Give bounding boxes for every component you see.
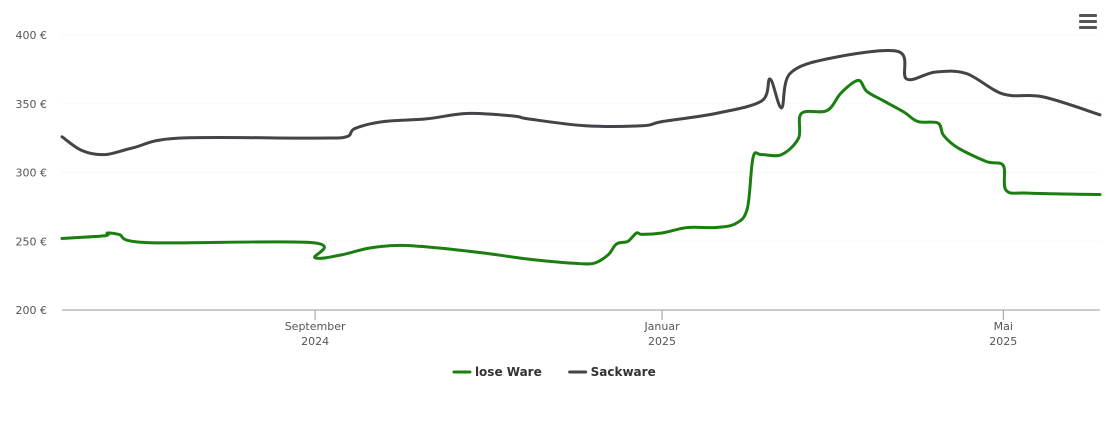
legend-label: lose Ware: [475, 365, 542, 379]
series-line-lose-ware[interactable]: [60, 78, 1102, 266]
legend[interactable]: lose Ware Sackware: [452, 365, 656, 379]
x-axis: September 2024 Januar 2025 Mai 2025: [62, 309, 1100, 348]
y-tick-label: 250 €: [16, 235, 48, 248]
y-tick-label: 200 €: [16, 304, 48, 317]
legend-item-sackware[interactable]: Sackware: [568, 365, 656, 379]
legend-item-lose-ware[interactable]: lose Ware: [452, 365, 542, 379]
x-tick-year-label: 2024: [301, 335, 329, 348]
x-tick-year-label: 2025: [648, 335, 676, 348]
legend-label: Sackware: [591, 365, 656, 379]
series-line-sackware[interactable]: [60, 49, 1102, 157]
x-tick-month-label: Januar: [643, 320, 680, 333]
y-tick-label: 350 €: [16, 98, 48, 111]
series-lines: [60, 49, 1102, 266]
y-tick-label: 300 €: [16, 167, 48, 180]
y-axis: 200 € 250 € 300 € 350 € 400 €: [16, 29, 48, 317]
y-tick-label: 400 €: [16, 29, 48, 42]
hamburger-menu-icon[interactable]: [1076, 12, 1100, 32]
x-tick-year-label: 2025: [989, 335, 1017, 348]
x-tick-month-label: Mai: [994, 320, 1013, 333]
x-tick-month-label: September: [285, 320, 346, 333]
